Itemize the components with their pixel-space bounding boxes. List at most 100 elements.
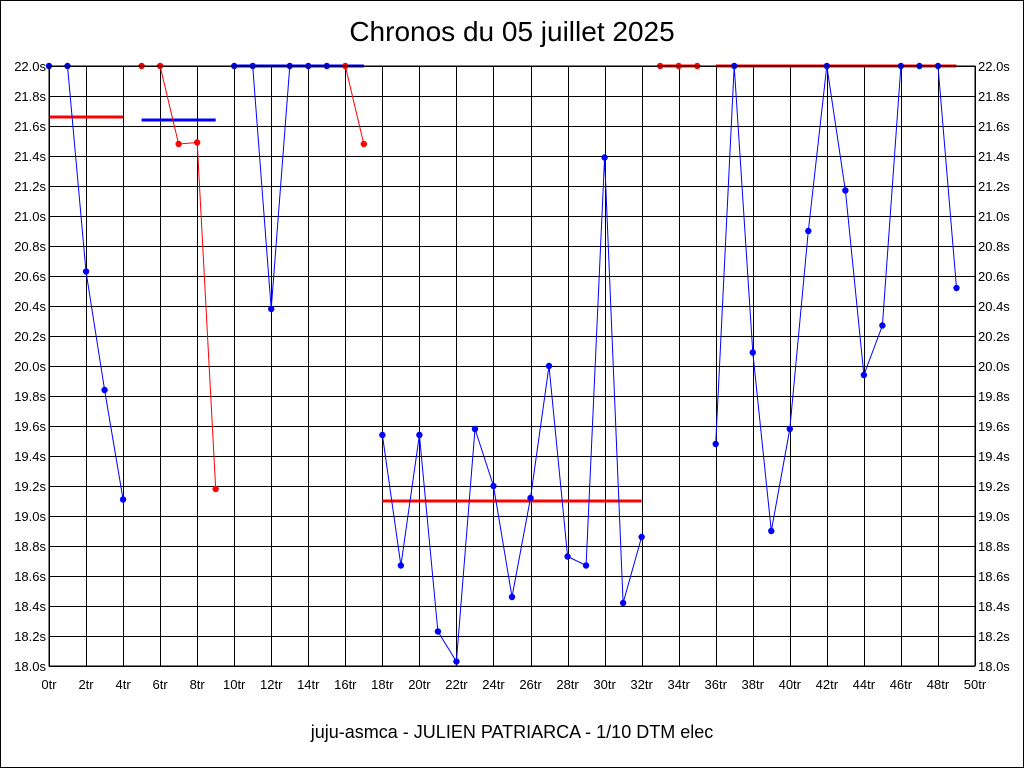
data-point (619, 599, 627, 607)
series-line (715, 65, 957, 532)
y-tick-label-left: 21.0s (14, 209, 46, 224)
data-point (879, 322, 886, 329)
data-point (712, 440, 719, 448)
data-point (416, 431, 423, 439)
y-tick-label-right: 20.0s (978, 359, 1010, 374)
y-tick-label-right: 20.6s (978, 269, 1010, 284)
plot-area-border (48, 65, 976, 667)
y-tick-label-left: 18.4s (14, 599, 46, 614)
data-point (805, 227, 812, 235)
x-tick-label: 4tr (115, 677, 131, 692)
x-tick-label: 36tr (705, 677, 728, 692)
data-point (471, 425, 479, 433)
y-tick-label-right: 20.8s (978, 239, 1010, 254)
data-point (101, 386, 108, 394)
data-point (545, 362, 553, 370)
y-tick-label-left: 21.4s (14, 149, 46, 164)
y-tick-label-right: 18.2s (978, 629, 1010, 644)
data-point (82, 268, 90, 275)
x-tick-label: 30tr (593, 677, 616, 692)
data-point (490, 482, 497, 490)
y-tick-label-right: 21.2s (978, 179, 1010, 194)
y-tick-label-left: 21.8s (14, 89, 46, 104)
y-tick-label-right: 18.6s (978, 569, 1010, 584)
y-tick-label-right: 20.2s (978, 329, 1010, 344)
data-point (212, 485, 219, 493)
y-tick-label-right: 20.4s (978, 299, 1010, 314)
x-tick-label: 48tr (927, 677, 950, 692)
series-layer (45, 62, 960, 665)
y-tick-label-left: 19.8s (14, 389, 46, 404)
y-tick-label-left: 21.2s (14, 179, 46, 194)
data-point (749, 349, 756, 356)
x-tick-label: 2tr (78, 677, 94, 692)
x-tick-label: 0tr (41, 677, 57, 692)
x-tick-label: 46tr (890, 677, 913, 692)
data-point (564, 553, 571, 560)
data-point (193, 139, 201, 146)
chart-title: Chronos du 05 juillet 2025 (349, 16, 675, 47)
data-point (860, 371, 868, 379)
grid (49, 66, 976, 667)
y-tick-label-right: 22.0s (978, 59, 1010, 74)
data-point (527, 494, 534, 502)
data-point (119, 496, 127, 503)
x-tick-label: 50tr (964, 677, 987, 692)
data-point (508, 593, 516, 601)
x-tick-label: 10tr (223, 677, 246, 692)
y-tick-label-right: 21.0s (978, 209, 1010, 224)
data-point (434, 628, 442, 635)
y-tick-label-right: 21.4s (978, 149, 1010, 164)
x-tick-label: 8tr (190, 677, 206, 692)
y-tick-label-left: 20.8s (14, 239, 46, 254)
y-tick-label-left: 21.6s (14, 119, 46, 134)
data-point (268, 305, 275, 313)
x-tick-label: 32tr (630, 677, 653, 692)
y-tick-label-left: 18.2s (14, 629, 46, 644)
data-point (786, 425, 793, 433)
data-point (360, 140, 368, 148)
y-tick-label-left: 18.8s (14, 539, 46, 554)
x-tick-label: 6tr (153, 677, 169, 692)
y-tick-label-left: 20.4s (14, 299, 46, 314)
chart-footer: juju-asmca - JULIEN PATRIARCA - 1/10 DTM… (310, 722, 714, 742)
x-tick-label: 28tr (556, 677, 579, 692)
data-point (453, 658, 460, 665)
y-tick-label-left: 22.0s (14, 59, 46, 74)
y-tick-label-right: 19.4s (978, 449, 1010, 464)
x-tick-label: 38tr (742, 677, 765, 692)
data-point (953, 284, 960, 292)
data-point (582, 562, 590, 569)
y-tick-label-left: 19.2s (14, 479, 46, 494)
y-tick-label-left: 18.0s (14, 659, 46, 674)
axes: 0tr 2tr 4tr 6tr 8tr 10tr 12tr 14tr 16tr 18tr 20tr 2… (14, 59, 1010, 692)
x-tick-label: 12tr (260, 677, 283, 692)
series-line (141, 65, 217, 490)
series-line (344, 65, 365, 145)
y-tick-label-right: 21.6s (978, 119, 1010, 134)
y-tick-label-left: 19.6s (14, 419, 46, 434)
y-tick-label-right: 19.0s (978, 509, 1010, 524)
y-tick-label-left: 20.2s (14, 329, 46, 344)
y-tick-label-left: 20.6s (14, 269, 46, 284)
x-tick-label: 40tr (779, 677, 802, 692)
series-line (381, 157, 643, 664)
y-tick-label-right: 21.8s (978, 89, 1010, 104)
x-tick-label: 16tr (334, 677, 357, 692)
y-tick-label-left: 18.6s (14, 569, 46, 584)
reference-lines (49, 64, 957, 503)
x-tick-label: 42tr (816, 677, 839, 692)
y-tick-label-right: 19.8s (978, 389, 1010, 404)
y-tick-label-left: 19.4s (14, 449, 46, 464)
x-tick-label: 20tr (408, 677, 431, 692)
series-line (234, 65, 327, 310)
x-tick-label: 24tr (482, 677, 505, 692)
data-point (601, 154, 608, 161)
y-tick-label-right: 18.8s (978, 539, 1010, 554)
y-tick-label-right: 19.6s (978, 419, 1010, 434)
x-tick-label: 44tr (853, 677, 876, 692)
x-tick-label: 34tr (667, 677, 690, 692)
data-point (842, 187, 849, 194)
